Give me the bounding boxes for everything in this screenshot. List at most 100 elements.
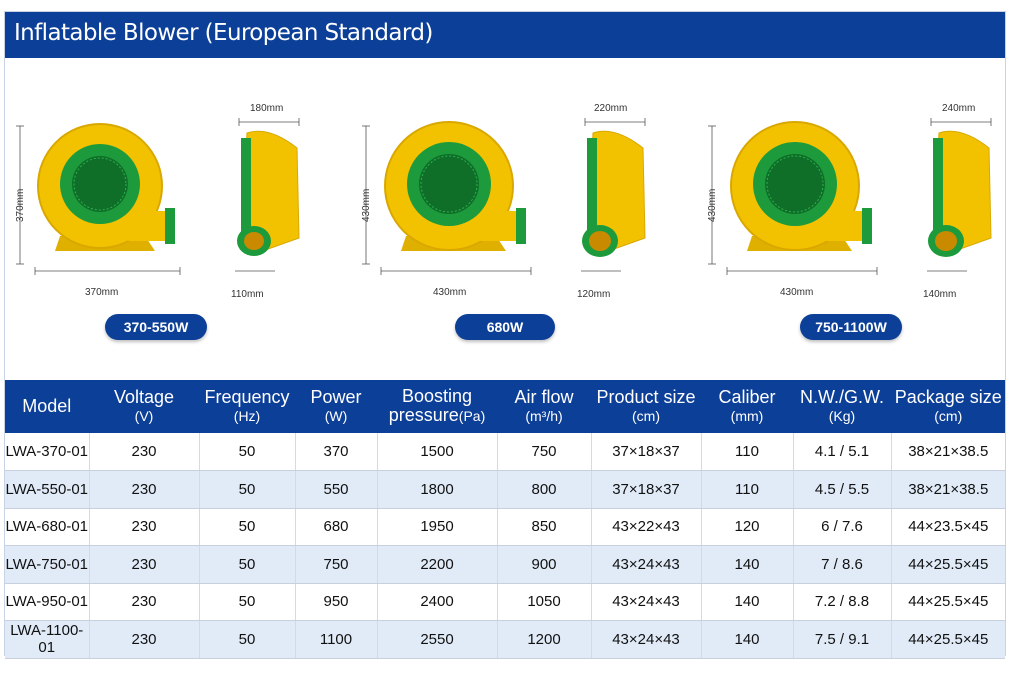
side-bottom-dimension: 110mm bbox=[231, 289, 264, 300]
cell-pressure: 1950 bbox=[377, 508, 498, 546]
cell-weight: 6 / 7.6 bbox=[793, 508, 892, 546]
cell-caliber: 140 bbox=[701, 545, 794, 584]
header-package-size: Package size (cm) bbox=[891, 380, 1005, 433]
header-model: Model bbox=[5, 380, 90, 433]
cell-frequency: 50 bbox=[199, 470, 296, 509]
cell-product-size: 37×18×37 bbox=[591, 470, 702, 509]
table-row: LWA-680-01 230 50 680 1950 850 43×22×43 … bbox=[5, 508, 1005, 546]
blower-side-image bbox=[927, 118, 992, 272]
cell-power: 550 bbox=[295, 470, 378, 509]
cell-package-size: 44×25.5×45 bbox=[891, 545, 1005, 584]
cell-voltage: 230 bbox=[89, 470, 200, 509]
spec-sheet: Inflatable Blower (European Standard) 37… bbox=[4, 11, 1006, 659]
cell-pressure: 2200 bbox=[377, 545, 498, 584]
blower-front-image bbox=[16, 123, 181, 275]
cell-package-size: 38×21×38.5 bbox=[891, 433, 1005, 471]
table-row: LWA-370-01 230 50 370 1500 750 37×18×37 … bbox=[5, 433, 1005, 471]
cell-product-size: 43×22×43 bbox=[591, 508, 702, 546]
product-group-2: 430mm 430mm 220mm 120mm 680W bbox=[351, 58, 681, 380]
page-title: Inflatable Blower (European Standard) bbox=[14, 20, 433, 46]
cell-air-flow: 800 bbox=[497, 470, 592, 509]
header-voltage: Voltage (V) bbox=[89, 380, 200, 433]
side-top-dimension: 220mm bbox=[594, 103, 628, 114]
blower-front-image bbox=[708, 121, 878, 275]
cell-voltage: 230 bbox=[89, 508, 200, 546]
header-boosting-pressure: Boosting pressure(Pa) bbox=[377, 380, 498, 433]
front-height-dimension: 430mm bbox=[361, 188, 372, 222]
blower-front-image bbox=[362, 121, 532, 275]
cell-frequency: 50 bbox=[199, 620, 296, 659]
cell-weight: 4.5 / 5.5 bbox=[793, 470, 892, 509]
spec-table: Model Voltage (V) Frequency (Hz) Power (W) … bbox=[5, 380, 1005, 659]
cell-product-size: 37×18×37 bbox=[591, 433, 702, 471]
cell-air-flow: 1200 bbox=[497, 620, 592, 659]
cell-air-flow: 1050 bbox=[497, 583, 592, 621]
side-bottom-dimension: 140mm bbox=[923, 289, 957, 300]
product-group-3: 430mm 430mm 240mm 140mm 750-1100W bbox=[697, 58, 1005, 380]
cell-air-flow: 900 bbox=[497, 545, 592, 584]
power-label-750-1100w: 750-1100W bbox=[800, 314, 902, 340]
cell-frequency: 50 bbox=[199, 508, 296, 546]
front-width-dimension: 430mm bbox=[780, 287, 814, 298]
side-top-dimension: 180mm bbox=[250, 103, 284, 114]
table-header-row: Model Voltage (V) Frequency (Hz) Power (W) … bbox=[5, 380, 1005, 433]
header-frequency: Frequency (Hz) bbox=[199, 380, 296, 433]
cell-caliber: 140 bbox=[701, 620, 794, 659]
front-width-dimension: 370mm bbox=[85, 287, 119, 298]
header-weight: N.W./G.W. (Kg) bbox=[793, 380, 892, 433]
header-product-size: Product size (cm) bbox=[591, 380, 702, 433]
cell-voltage: 230 bbox=[89, 620, 200, 659]
cell-voltage: 230 bbox=[89, 433, 200, 471]
cell-power: 1100 bbox=[295, 620, 378, 659]
cell-product-size: 43×24×43 bbox=[591, 583, 702, 621]
cell-caliber: 110 bbox=[701, 470, 794, 509]
table-row: LWA-550-01 230 50 550 1800 800 37×18×37 … bbox=[5, 470, 1005, 509]
cell-model: LWA-1100-01 bbox=[5, 620, 90, 659]
cell-package-size: 38×21×38.5 bbox=[891, 470, 1005, 509]
cell-voltage: 230 bbox=[89, 583, 200, 621]
cell-model: LWA-550-01 bbox=[5, 470, 90, 509]
product-group-1: 370mm 370mm 180mm 110mm 370-550W bbox=[5, 58, 335, 380]
cell-power: 950 bbox=[295, 583, 378, 621]
front-height-dimension: 370mm bbox=[15, 188, 26, 222]
cell-model: LWA-950-01 bbox=[5, 583, 90, 621]
cell-model: LWA-370-01 bbox=[5, 433, 90, 471]
cell-power: 680 bbox=[295, 508, 378, 546]
cell-weight: 7.5 / 9.1 bbox=[793, 620, 892, 659]
cell-pressure: 2550 bbox=[377, 620, 498, 659]
cell-pressure: 1500 bbox=[377, 433, 498, 471]
cell-weight: 7.2 / 8.8 bbox=[793, 583, 892, 621]
cell-caliber: 110 bbox=[701, 433, 794, 471]
cell-voltage: 230 bbox=[89, 545, 200, 584]
cell-air-flow: 750 bbox=[497, 433, 592, 471]
cell-product-size: 43×24×43 bbox=[591, 545, 702, 584]
cell-pressure: 1800 bbox=[377, 470, 498, 509]
table-row: LWA-750-01 230 50 750 2200 900 43×24×43 … bbox=[5, 545, 1005, 584]
power-label-370-550w: 370-550W bbox=[105, 314, 207, 340]
blower-side-image bbox=[235, 118, 300, 272]
header-air-flow: Air flow (m³/h) bbox=[497, 380, 592, 433]
side-top-dimension: 240mm bbox=[942, 103, 976, 114]
header-caliber: Caliber (mm) bbox=[701, 380, 794, 433]
table-row: LWA-950-01 230 50 950 2400 1050 43×24×43… bbox=[5, 583, 1005, 621]
power-label-680w: 680W bbox=[455, 314, 555, 340]
cell-frequency: 50 bbox=[199, 433, 296, 471]
cell-frequency: 50 bbox=[199, 545, 296, 584]
cell-power: 750 bbox=[295, 545, 378, 584]
cell-package-size: 44×25.5×45 bbox=[891, 583, 1005, 621]
header-power: Power (W) bbox=[295, 380, 378, 433]
cell-air-flow: 850 bbox=[497, 508, 592, 546]
cell-frequency: 50 bbox=[199, 583, 296, 621]
cell-package-size: 44×25.5×45 bbox=[891, 620, 1005, 659]
cell-package-size: 44×23.5×45 bbox=[891, 508, 1005, 546]
cell-model: LWA-680-01 bbox=[5, 508, 90, 546]
blower-side-image bbox=[581, 118, 646, 272]
cell-weight: 7 / 8.6 bbox=[793, 545, 892, 584]
title-bar: Inflatable Blower (European Standard) bbox=[5, 12, 1005, 58]
front-width-dimension: 430mm bbox=[433, 287, 467, 298]
front-height-dimension: 430mm bbox=[707, 188, 718, 222]
cell-weight: 4.1 / 5.1 bbox=[793, 433, 892, 471]
cell-model: LWA-750-01 bbox=[5, 545, 90, 584]
cell-caliber: 140 bbox=[701, 583, 794, 621]
side-bottom-dimension: 120mm bbox=[577, 289, 611, 300]
